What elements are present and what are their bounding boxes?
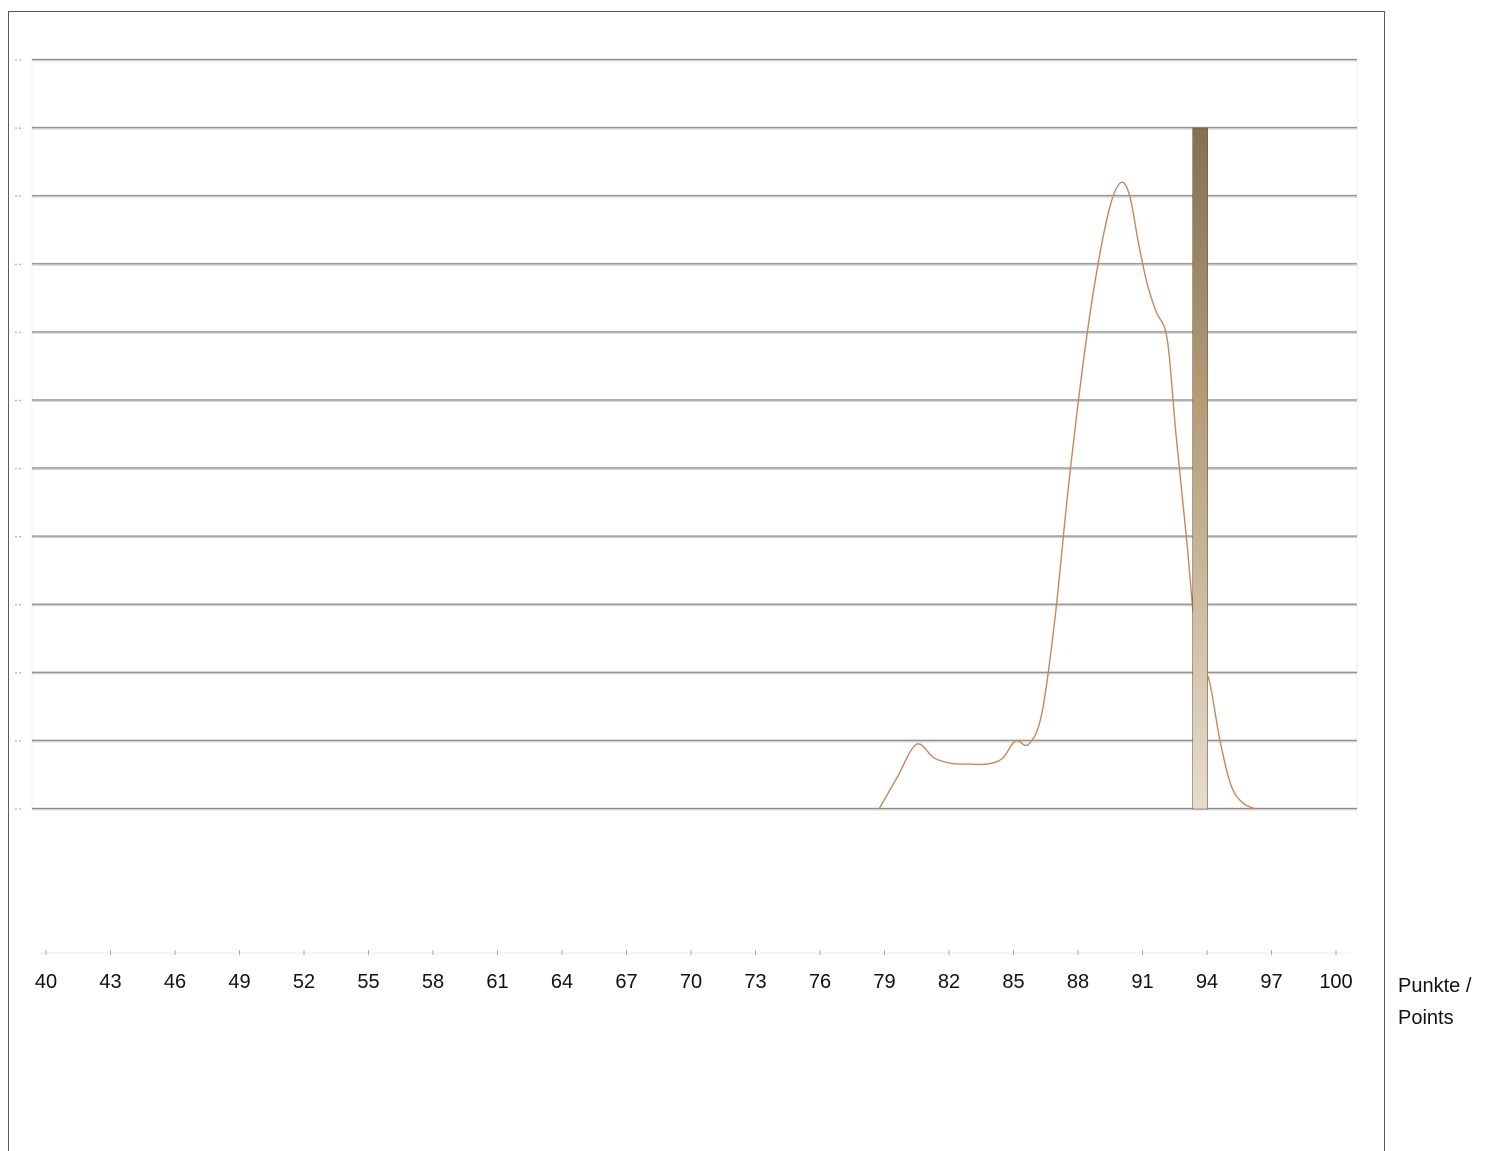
y-tick-dot bbox=[19, 399, 21, 402]
y-tick-dot bbox=[15, 263, 17, 266]
x-tick-label: 85 bbox=[1002, 971, 1024, 993]
y-tick-dot bbox=[15, 195, 17, 197]
x-tick-label: 100 bbox=[1319, 971, 1352, 993]
x-tick-label: 82 bbox=[938, 971, 960, 993]
x-tick-label: 73 bbox=[744, 971, 766, 993]
x-axis-label-line-1: Punkte / bbox=[1398, 975, 1472, 997]
x-axis-label-line-2: Points bbox=[1398, 1007, 1454, 1029]
y-tick-dot bbox=[19, 603, 21, 606]
y-tick-dot bbox=[15, 399, 17, 402]
x-tick-label: 94 bbox=[1196, 971, 1218, 993]
plot-area bbox=[31, 59, 1358, 810]
y-gridlines bbox=[15, 58, 1357, 811]
y-tick-dot bbox=[15, 535, 17, 538]
y-tick-dot bbox=[19, 263, 21, 266]
y-tick-dot bbox=[19, 808, 21, 810]
y-tick-dot bbox=[15, 603, 17, 606]
x-tick-label: 46 bbox=[164, 971, 186, 993]
x-tick-label: 76 bbox=[809, 971, 831, 993]
y-tick-dot bbox=[19, 59, 21, 61]
plot-background bbox=[31, 59, 1358, 810]
y-tick-dot bbox=[19, 672, 21, 674]
y-tick-dot bbox=[15, 467, 17, 470]
y-tick-dot bbox=[19, 127, 21, 129]
x-axis: 40 43 46 49 52 55 58 61 64 67 70 73 76 79 82 85 88 91 94 97… bbox=[35, 950, 1353, 993]
y-tick-dot bbox=[15, 331, 17, 334]
y-tick-dot bbox=[15, 127, 17, 129]
x-tick-label: 79 bbox=[873, 971, 895, 993]
x-tick-label: 49 bbox=[228, 971, 250, 993]
chart-marks bbox=[878, 127, 1256, 810]
x-tick-label: 55 bbox=[357, 971, 379, 993]
x-tick-label: 40 bbox=[35, 971, 57, 993]
y-tick-dot bbox=[19, 740, 21, 742]
x-tick-label: 43 bbox=[99, 971, 121, 993]
x-tick-label: 91 bbox=[1131, 971, 1153, 993]
y-tick-dot bbox=[19, 195, 21, 197]
x-tick-label: 88 bbox=[1067, 971, 1089, 993]
y-tick-dot bbox=[15, 672, 17, 674]
x-tick-label: 52 bbox=[293, 971, 315, 993]
chart-frame bbox=[8, 11, 1385, 1151]
x-tick-label: 64 bbox=[551, 971, 573, 993]
y-tick-dot bbox=[15, 808, 17, 810]
x-tick-label: 58 bbox=[422, 971, 444, 993]
x-tick-label: 70 bbox=[680, 971, 702, 993]
x-tick-label: 67 bbox=[615, 971, 637, 993]
x-tick-label: 97 bbox=[1260, 971, 1282, 993]
y-tick-dot bbox=[19, 535, 21, 538]
y-tick-dot bbox=[15, 59, 17, 61]
y-tick-dot bbox=[19, 331, 21, 334]
score-bar bbox=[1192, 127, 1208, 810]
y-tick-dot bbox=[19, 467, 21, 470]
x-axis-label: Punkte / Points bbox=[1398, 970, 1471, 1034]
x-tick-label: 61 bbox=[486, 971, 508, 993]
y-tick-dot bbox=[15, 740, 17, 742]
